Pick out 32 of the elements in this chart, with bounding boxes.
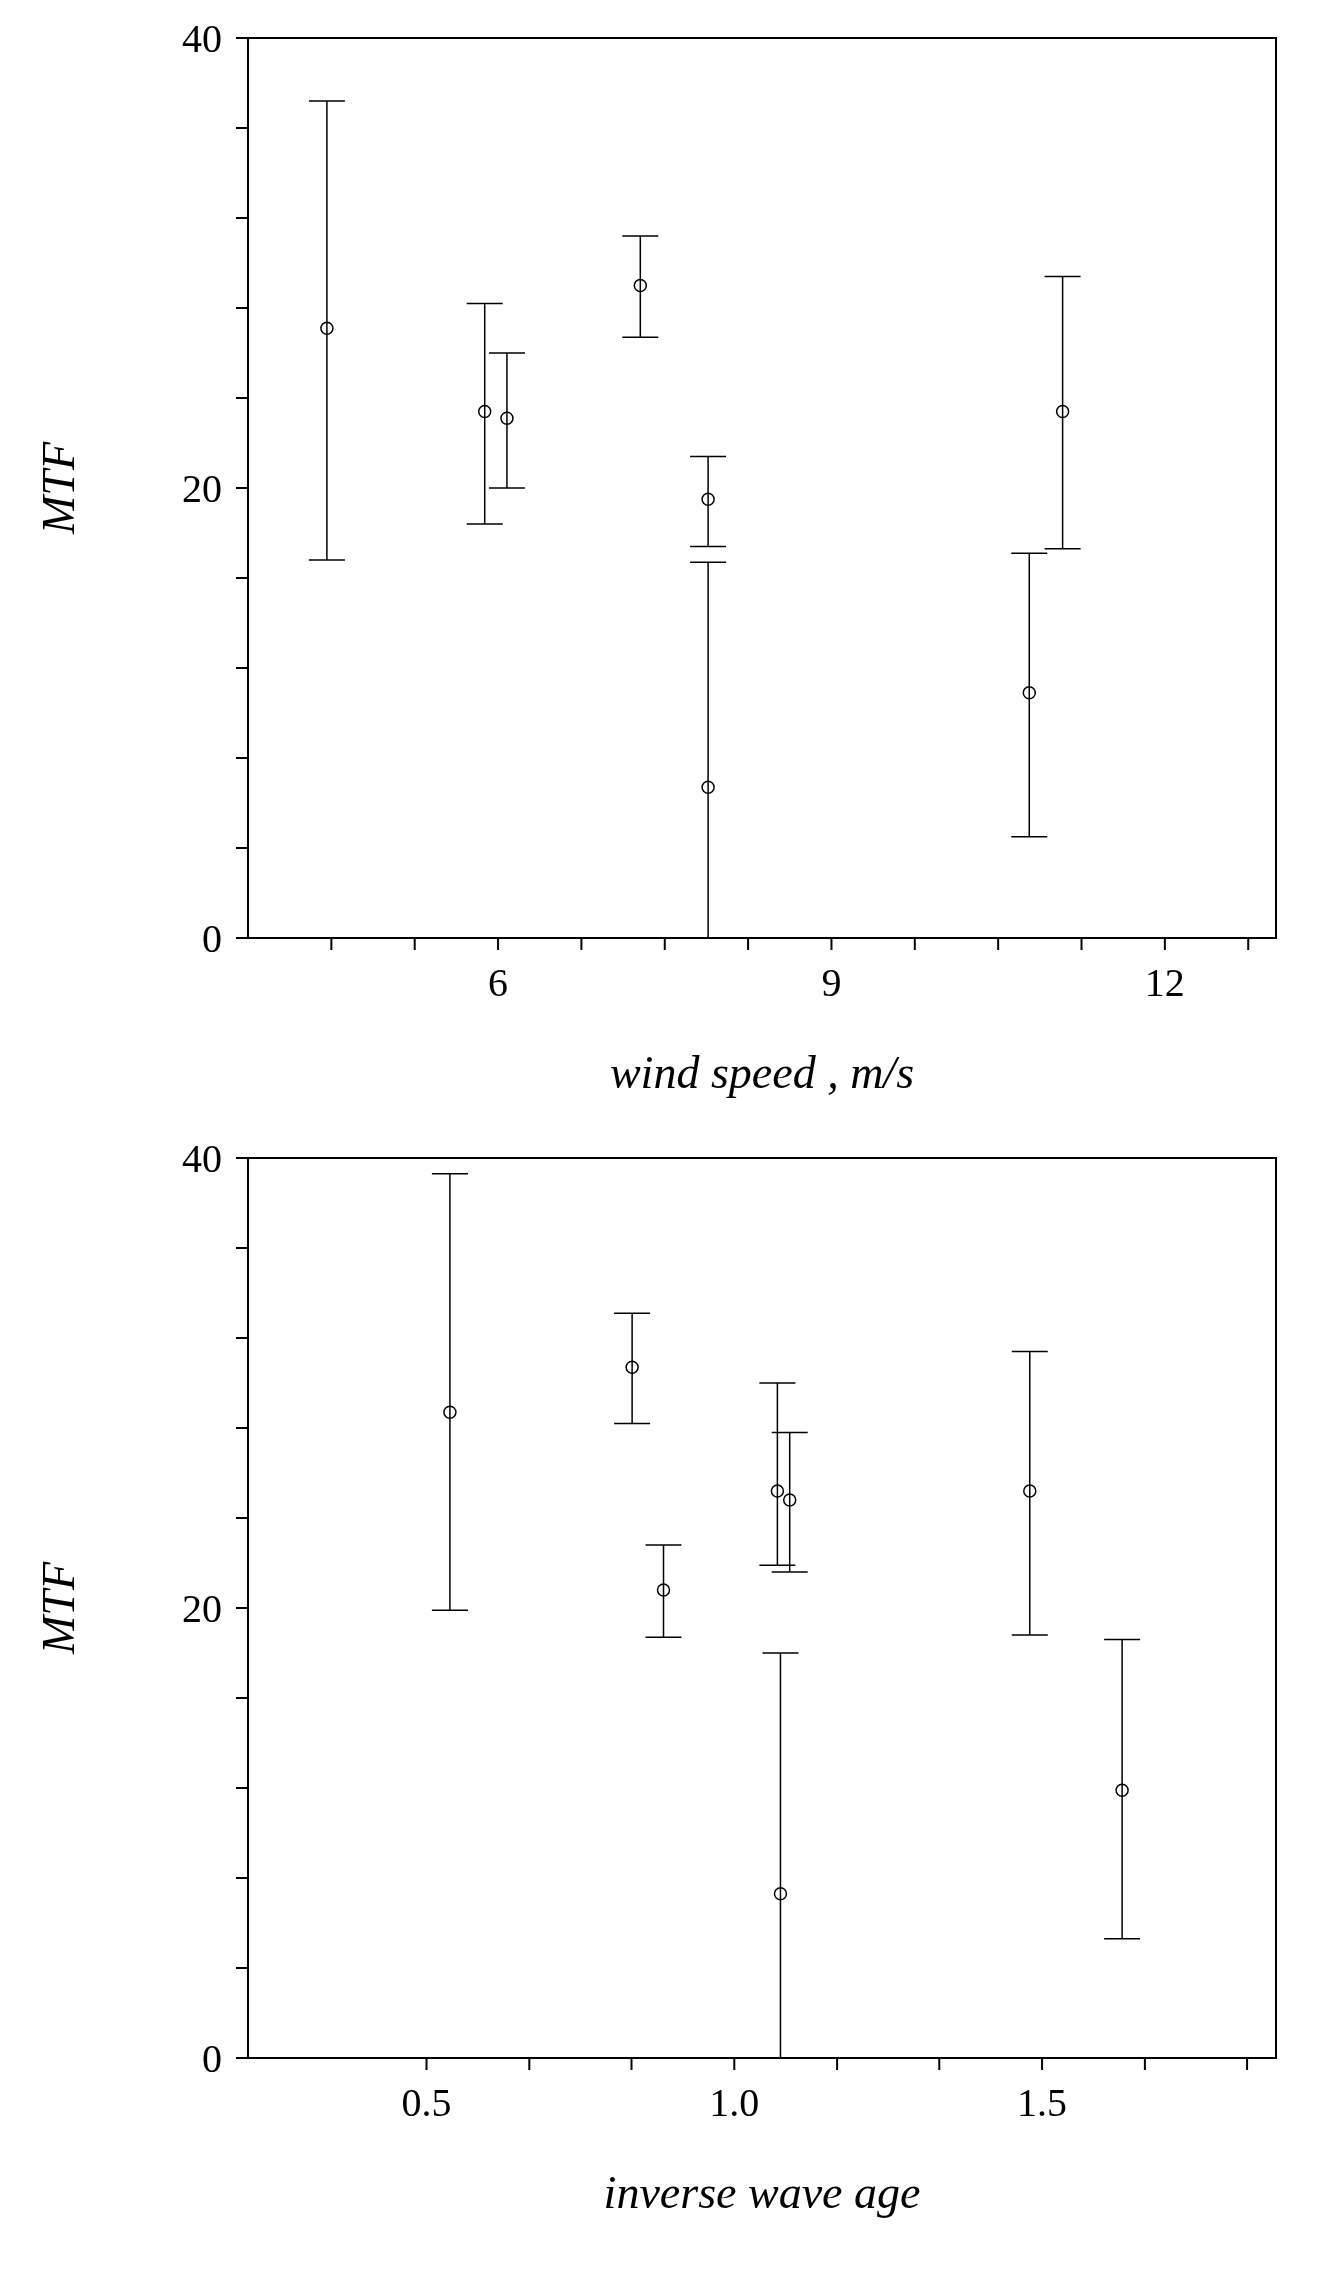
point <box>1055 404 1070 419</box>
x-tick-label: 12 <box>1144 960 1185 1006</box>
point <box>1115 1783 1129 1797</box>
point <box>770 1484 785 1498</box>
point <box>443 1405 457 1419</box>
x-tick-label: 1.0 <box>709 2080 760 2126</box>
x-tick-label: 0.5 <box>401 2080 452 2126</box>
x-tick-label: 6 <box>488 960 509 1006</box>
point <box>500 411 514 425</box>
y-tick-label: 40 <box>182 1136 222 1182</box>
y-tick-label: 0 <box>202 916 222 962</box>
point <box>1022 686 1037 700</box>
y-axis-title: MTF <box>33 1561 85 1655</box>
y-tick-label: 40 <box>182 16 222 62</box>
point <box>701 492 715 506</box>
x-axis-title: wind speed , m/s <box>609 1047 915 1098</box>
point <box>656 1583 671 1597</box>
y-tick-label: 20 <box>182 1586 222 1632</box>
point <box>701 780 715 794</box>
y-axis-title: MTF <box>33 441 85 535</box>
point <box>320 321 334 335</box>
y-tick-label: 20 <box>182 466 222 512</box>
x-axis-title: inverse wave age <box>603 2167 921 2218</box>
point <box>633 278 648 293</box>
point <box>477 404 492 419</box>
x-tick-label: 1.5 <box>1017 2080 1068 2126</box>
x-tick-label: 9 <box>821 960 842 1006</box>
point <box>773 1887 788 1901</box>
point <box>1023 1484 1037 1498</box>
y-tick-label: 0 <box>202 2036 222 2082</box>
point <box>782 1493 797 1507</box>
point <box>625 1360 639 1374</box>
